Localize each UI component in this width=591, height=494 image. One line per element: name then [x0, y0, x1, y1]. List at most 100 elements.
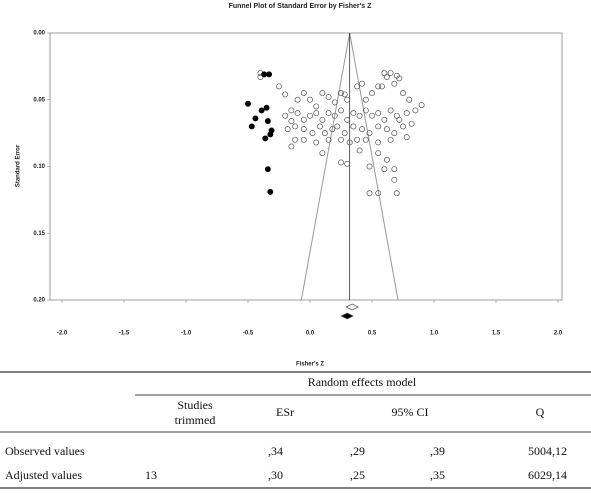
- imputed-study: [252, 115, 259, 122]
- observed-study: [375, 83, 382, 90]
- observed-study: [391, 166, 398, 173]
- y-tick-label: 0.20: [33, 298, 45, 304]
- group-header: Random effects model: [308, 375, 417, 389]
- cell: 13: [145, 468, 157, 482]
- imputed-study: [267, 188, 274, 195]
- x-tick-label: -1.5: [119, 331, 130, 337]
- observed-study: [350, 123, 357, 130]
- observed-study: [366, 163, 373, 170]
- observed-study: [403, 110, 410, 117]
- column-header: Studies: [177, 398, 213, 412]
- cell: 6029,14: [528, 468, 567, 482]
- imputed-study: [245, 100, 251, 107]
- observed-study: [383, 74, 390, 81]
- observed-study: [344, 160, 351, 167]
- cell: ,34: [268, 444, 283, 458]
- row-label: Adjusted values: [5, 468, 82, 482]
- observed-study: [300, 126, 307, 133]
- observed-study: [412, 107, 419, 114]
- column-header: 95% CI: [392, 405, 429, 419]
- observed-study: [334, 123, 341, 130]
- observed-study: [375, 110, 382, 117]
- x-tick-label: 2.0: [554, 331, 563, 337]
- observed-study: [292, 136, 299, 143]
- chart-title: Funnel Plot of Standard Error by Fisher'…: [229, 3, 373, 10]
- imputed-study: [261, 71, 268, 78]
- y-tick-label: 0.00: [33, 31, 45, 37]
- observed-study: [331, 99, 338, 106]
- observed-study: [387, 107, 394, 114]
- observed-study: [400, 90, 406, 97]
- observed-study: [362, 107, 369, 114]
- imputed-study: [258, 107, 265, 114]
- x-tick-label: -1.0: [181, 331, 192, 337]
- observed-study: [375, 123, 382, 130]
- y-tick-label: 0.05: [33, 97, 45, 103]
- x-tick-label: 1.5: [492, 331, 501, 337]
- observed-study: [359, 126, 366, 133]
- observed-study: [331, 112, 338, 119]
- observed-study: [408, 120, 415, 127]
- observed-study: [346, 139, 353, 146]
- observed-study: [338, 136, 344, 143]
- observed-study: [418, 102, 425, 109]
- observed-study: [321, 130, 328, 137]
- observed-study: [341, 91, 348, 98]
- observed-study: [396, 116, 403, 123]
- observed-study: [300, 136, 307, 143]
- x-tick-label: -2.0: [57, 331, 68, 337]
- observed-study: [350, 110, 357, 117]
- observed-study: [292, 123, 299, 130]
- observed-study: [319, 90, 326, 97]
- observed-study: [366, 190, 373, 197]
- cell: 5004,12: [528, 444, 567, 458]
- observed-study: [300, 116, 307, 123]
- observed-study: [307, 112, 313, 119]
- observed-study: [391, 130, 398, 137]
- observed-study: [294, 110, 301, 117]
- observed-study: [387, 70, 394, 77]
- observed-study: [319, 150, 326, 157]
- observed-study: [284, 126, 291, 133]
- observed-study: [369, 90, 375, 97]
- cell: ,39: [430, 444, 445, 458]
- observed-study: [319, 116, 326, 123]
- observed-study: [338, 90, 344, 97]
- table: Random effects model Studies trimmed ESr…: [0, 371, 591, 489]
- observed-study: [362, 96, 369, 103]
- observed-study: [403, 134, 410, 141]
- observed-study: [313, 103, 320, 110]
- summary-diamond: [345, 303, 359, 311]
- x-axis-label: Fisher's Z: [296, 362, 324, 368]
- observed-study: [378, 83, 385, 90]
- observed-study: [288, 107, 295, 114]
- observed-study: [338, 107, 344, 114]
- observed-study: [400, 123, 406, 130]
- observed-study: [329, 126, 336, 133]
- observed-study: [362, 136, 369, 143]
- observed-study: [354, 83, 361, 90]
- observed-study: [276, 83, 282, 90]
- observed-study: [391, 80, 398, 87]
- observed-study: [307, 96, 313, 103]
- observed-study: [282, 91, 289, 98]
- observed-study: [387, 136, 394, 143]
- observed-study: [356, 112, 363, 119]
- observed-study: [359, 80, 366, 87]
- cell: ,25: [350, 468, 365, 482]
- observed-study: [294, 96, 301, 103]
- observed-study: [391, 176, 398, 183]
- column-header: Q: [536, 405, 545, 419]
- observed-study: [393, 190, 400, 197]
- column-header: trimmed: [175, 413, 216, 427]
- x-tick-label: 0.5: [368, 331, 377, 337]
- observed-study: [406, 96, 413, 103]
- observed-study: [396, 75, 403, 82]
- observed-study: [383, 156, 390, 163]
- imputed-study: [263, 104, 270, 111]
- y-tick-label: 0.15: [33, 231, 45, 237]
- y-axis-label: Standard Error: [16, 144, 22, 187]
- observed-study: [369, 112, 375, 119]
- observed-study: [344, 116, 351, 123]
- observed-study: [366, 130, 373, 137]
